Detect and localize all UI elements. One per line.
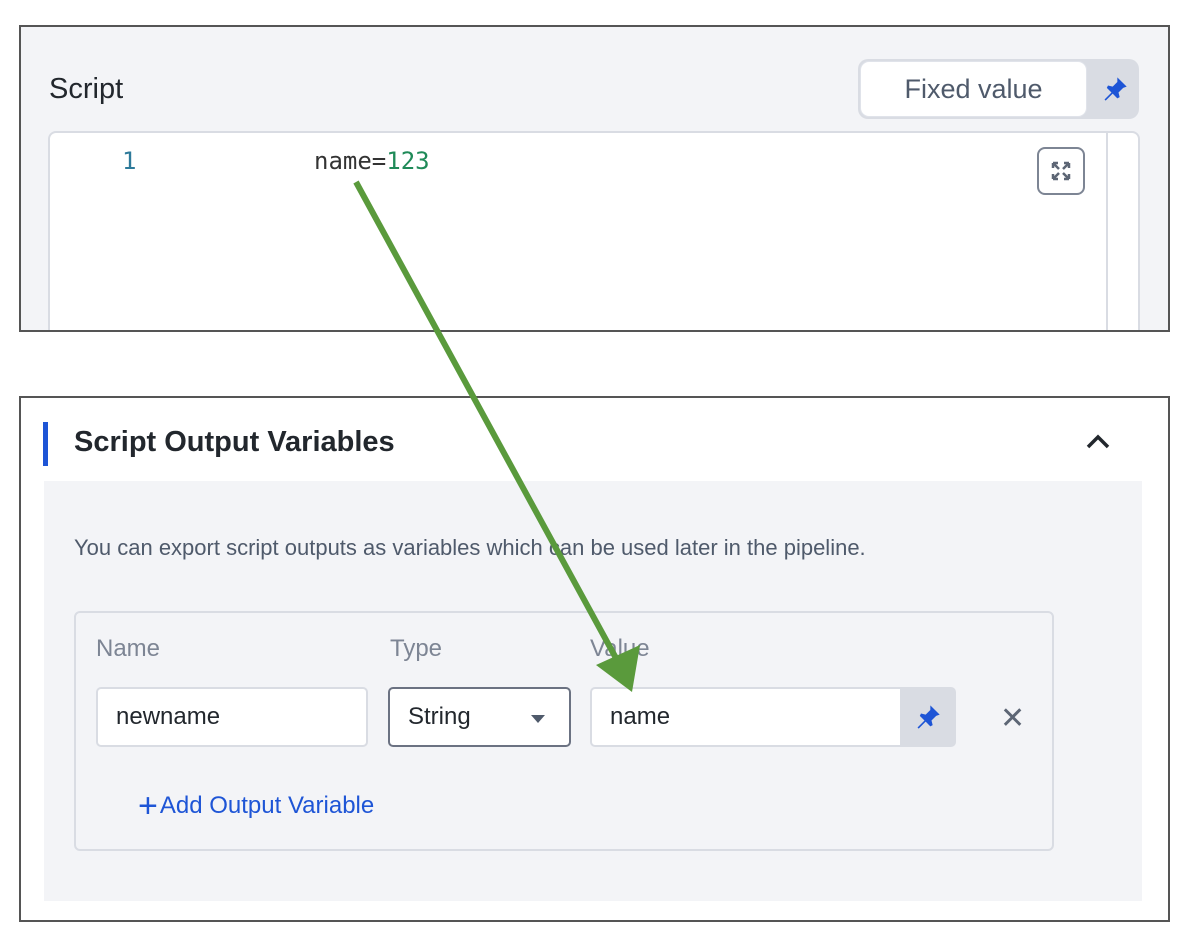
- chevron-up-icon[interactable]: [1083, 430, 1113, 454]
- code-key: name=: [314, 147, 387, 175]
- column-type: Type: [390, 635, 443, 662]
- expand-button[interactable]: [1037, 147, 1085, 195]
- section-title: Script Output Variables: [74, 426, 395, 458]
- fixed-value-toggle[interactable]: Fixed value: [858, 59, 1139, 119]
- type-value: String: [408, 703, 471, 730]
- add-output-variable-label: Add Output Variable: [159, 792, 375, 819]
- value-pin-button[interactable]: [900, 687, 956, 747]
- column-value: Value: [590, 635, 650, 662]
- section-body: You can export script outputs as variabl…: [44, 481, 1142, 901]
- line-number: 1: [122, 147, 137, 175]
- pin-icon[interactable]: [1101, 75, 1129, 103]
- pin-icon: [917, 705, 940, 729]
- editor-scrollbar[interactable]: [1106, 133, 1108, 330]
- script-panel: Script Fixed value 1 name=123: [19, 25, 1170, 332]
- caret-down-icon: [531, 715, 545, 723]
- script-label: Script: [49, 73, 124, 105]
- fixed-value-button[interactable]: Fixed value: [860, 61, 1087, 117]
- type-select[interactable]: String: [388, 687, 571, 747]
- output-variables-panel: Script Output Variables You can export s…: [19, 396, 1170, 922]
- expand-icon: [1051, 161, 1071, 181]
- code-line[interactable]: name=123: [314, 147, 430, 175]
- section-description: You can export script outputs as variabl…: [74, 535, 866, 560]
- name-input[interactable]: newname: [96, 687, 368, 747]
- variables-table: Name Type Value newname String name ✕ + A…: [74, 611, 1054, 851]
- script-editor[interactable]: 1 name=123: [48, 131, 1140, 330]
- plus-icon: +: [138, 787, 158, 825]
- value-input[interactable]: name: [590, 687, 902, 747]
- add-output-variable-button[interactable]: + Add Output Variable: [138, 789, 374, 823]
- column-name: Name: [96, 635, 161, 662]
- section-accent: [43, 422, 48, 466]
- code-value: 123: [386, 147, 430, 175]
- close-icon[interactable]: ✕: [1000, 702, 1026, 735]
